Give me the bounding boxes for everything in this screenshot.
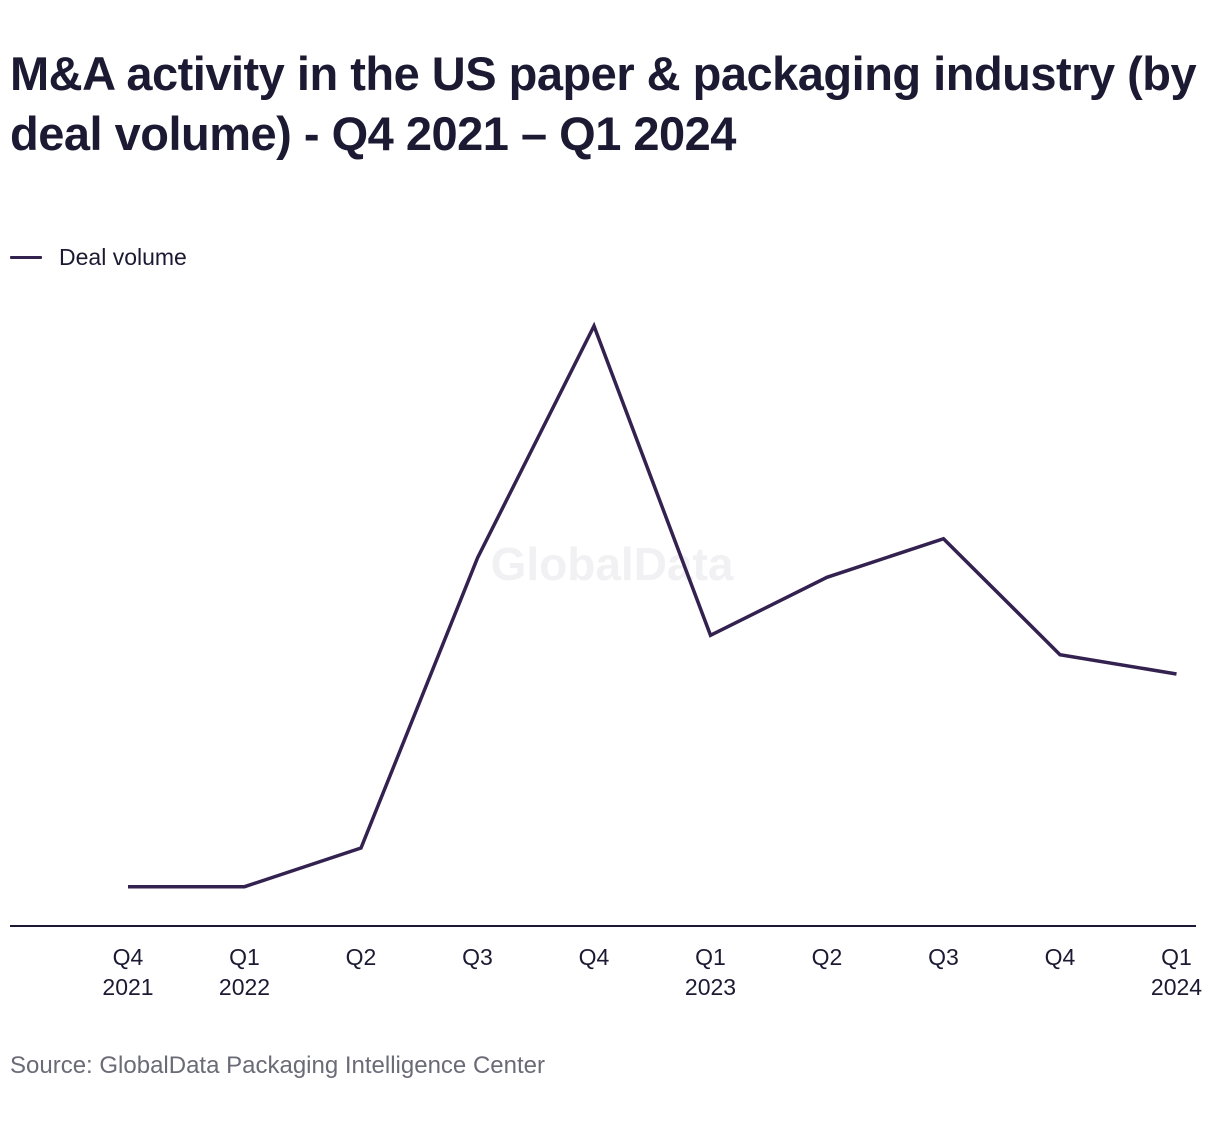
x-tick-quarter: Q1 xyxy=(229,944,260,970)
x-tick-year: 2024 xyxy=(1151,974,1202,1000)
x-tick-label: Q2 xyxy=(346,944,377,970)
x-axis-ticks: Q4 2021 Q1 2022 Q2 Q3 Q4 Q1 2023 Q2 Q3 Q4 Q1 2024 xyxy=(102,944,1202,1000)
watermark: GlobalData xyxy=(491,538,734,590)
x-tick-year: 2023 xyxy=(685,974,736,1000)
x-tick-quarter: Q3 xyxy=(928,944,959,970)
x-tick-label: Q3 xyxy=(462,944,493,970)
x-tick-quarter: Q4 xyxy=(579,944,610,970)
legend: Deal volume xyxy=(10,242,187,272)
x-tick-quarter: Q2 xyxy=(346,944,377,970)
x-tick-label: Q1 2023 xyxy=(685,944,736,1000)
x-tick-label: Q2 xyxy=(812,944,843,970)
series-line-0 xyxy=(128,321,1177,889)
x-tick-label: Q4 xyxy=(1045,944,1076,970)
x-tick-label: Q1 2024 xyxy=(1151,944,1202,1000)
x-tick-label: Q3 xyxy=(928,944,959,970)
x-tick-quarter: Q3 xyxy=(462,944,493,970)
x-tick-quarter: Q2 xyxy=(812,944,843,970)
x-tick-year: 2021 xyxy=(102,974,153,1000)
x-tick-label: Q1 2022 xyxy=(219,944,270,1000)
legend-swatch-deal-volume xyxy=(10,255,42,259)
series-layer xyxy=(128,321,1177,889)
x-tick-quarter: Q1 xyxy=(1161,944,1192,970)
x-tick-quarter: Q4 xyxy=(1045,944,1076,970)
legend-label-deal-volume: Deal volume xyxy=(59,243,187,270)
x-tick-year: 2022 xyxy=(219,974,270,1000)
x-tick-label: Q4 2021 xyxy=(102,944,153,1000)
source-note: Source: GlobalData Packaging Intelligenc… xyxy=(10,1052,545,1079)
x-tick-quarter: Q4 xyxy=(113,944,144,970)
x-tick-quarter: Q1 xyxy=(695,944,726,970)
chart-title: M&A activity in the US paper & packaging… xyxy=(10,47,1197,160)
x-tick-label: Q4 xyxy=(579,944,610,970)
